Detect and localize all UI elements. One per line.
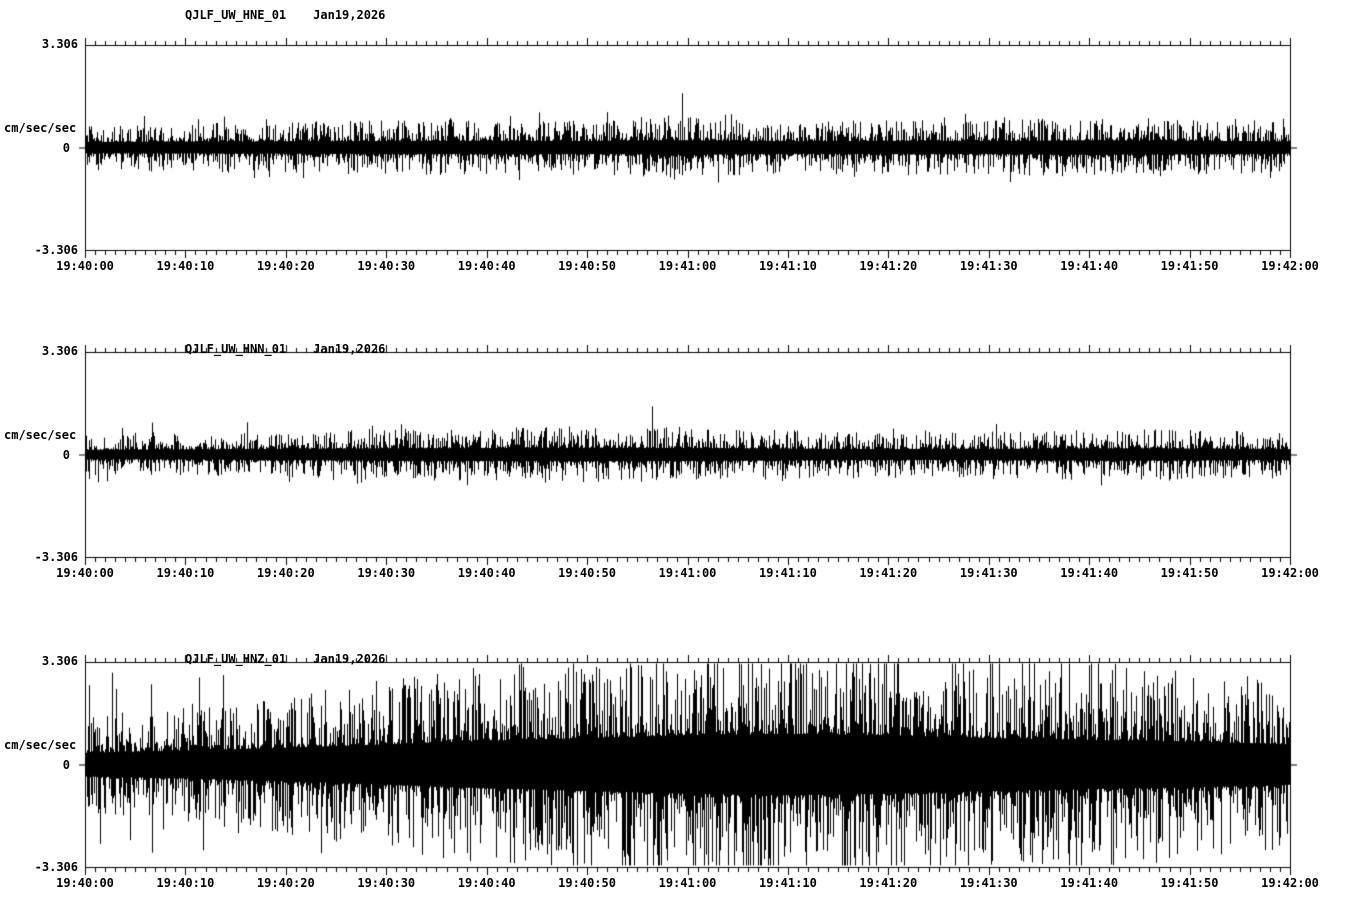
x-tick-label: 19:41:00 xyxy=(658,876,717,890)
waveform-canvas-hnz xyxy=(0,648,1358,881)
x-axis-tick-labels: 19:40:00 19:40:10 19:40:20 19:40:30 19:40:40… xyxy=(0,259,1358,275)
x-tick-label: 19:40:10 xyxy=(156,566,215,580)
x-tick-label: 19:40:40 xyxy=(457,876,516,890)
x-tick-label: 19:40:30 xyxy=(357,876,416,890)
x-tick-label: 19:41:10 xyxy=(759,259,817,273)
x-tick-label: 19:41:20 xyxy=(859,876,918,890)
x-tick-label: 19:40:50 xyxy=(558,566,616,580)
x-tick-label: 19:40:50 xyxy=(558,876,616,890)
x-tick-label: 19:40:10 xyxy=(156,259,215,273)
x-tick-label: 19:40:30 xyxy=(357,566,416,580)
x-tick-label: 19:41:50 xyxy=(1160,876,1219,890)
waveform-canvas-hnn xyxy=(0,338,1358,571)
x-tick-label: 19:40:10 xyxy=(156,876,215,890)
x-tick-label: 19:40:50 xyxy=(558,259,616,273)
x-tick-label: 19:41:00 xyxy=(658,566,717,580)
x-axis-tick-labels: 19:40:00 19:40:10 19:40:20 19:40:30 19:40:40… xyxy=(0,566,1358,582)
trace-title: QJLF_UW_HNE_01 Jan19,2026 xyxy=(185,8,385,22)
x-tick-label: 19:41:00 xyxy=(658,259,717,273)
x-tick-label: 19:40:00 xyxy=(56,259,114,273)
x-tick-label: 19:40:00 xyxy=(56,876,114,890)
waveform-canvas-hne xyxy=(0,31,1358,264)
x-tick-label: 19:41:40 xyxy=(1060,566,1119,580)
x-tick-label: 19:41:10 xyxy=(759,566,817,580)
x-tick-label: 19:40:40 xyxy=(457,259,516,273)
x-tick-label: 19:41:30 xyxy=(959,259,1018,273)
x-tick-label: 19:42:00 xyxy=(1261,259,1319,273)
x-tick-label: 19:41:50 xyxy=(1160,566,1219,580)
x-tick-label: 19:41:10 xyxy=(759,876,817,890)
station-code: QJLF_UW_HNE_01 xyxy=(185,8,287,22)
x-tick-label: 19:40:20 xyxy=(256,876,315,890)
x-tick-label: 19:41:20 xyxy=(859,259,918,273)
x-tick-label: 19:40:00 xyxy=(56,566,114,580)
x-axis-tick-labels: 19:40:00 19:40:10 19:40:20 19:40:30 19:40:40… xyxy=(0,876,1358,892)
x-tick-label: 19:41:50 xyxy=(1160,259,1219,273)
x-tick-label: 19:40:20 xyxy=(256,259,315,273)
x-tick-label: 19:41:30 xyxy=(959,876,1018,890)
x-tick-label: 19:41:40 xyxy=(1060,876,1119,890)
x-tick-label: 19:40:20 xyxy=(256,566,315,580)
x-tick-label: 19:41:40 xyxy=(1060,259,1119,273)
trace-date: Jan19,2026 xyxy=(313,8,386,22)
x-tick-label: 19:42:00 xyxy=(1261,876,1319,890)
x-tick-label: 19:42:00 xyxy=(1261,566,1319,580)
x-tick-label: 19:41:20 xyxy=(859,566,918,580)
x-tick-label: 19:41:30 xyxy=(959,566,1018,580)
x-tick-label: 19:40:40 xyxy=(457,566,516,580)
x-tick-label: 19:40:30 xyxy=(357,259,416,273)
